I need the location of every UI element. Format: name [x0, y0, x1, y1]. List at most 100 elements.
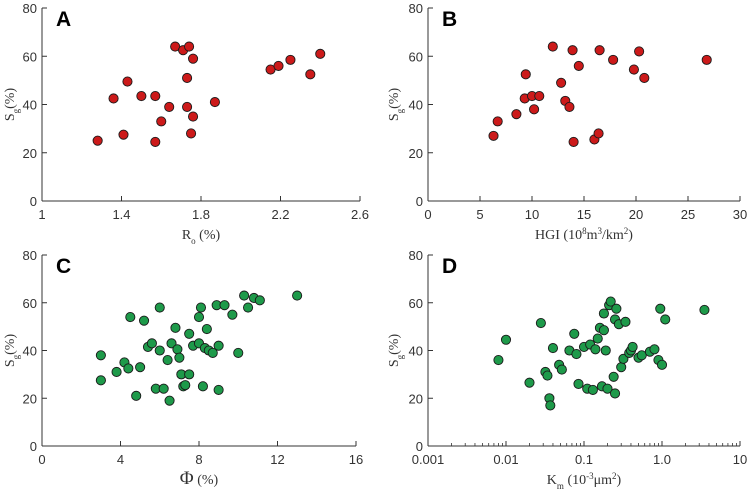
data-point — [95, 350, 106, 361]
data-point — [545, 400, 556, 411]
x-tick-label: 30 — [733, 207, 747, 222]
data-point — [213, 340, 224, 351]
x-tick-label: 4 — [117, 452, 124, 467]
data-point — [292, 290, 303, 301]
y-tick-label: 80 — [409, 248, 423, 263]
data-point — [122, 76, 133, 87]
data-point — [649, 344, 660, 355]
data-point — [239, 290, 250, 301]
data-point — [569, 328, 580, 339]
data-point — [628, 64, 639, 75]
data-point — [493, 354, 504, 366]
data-point — [534, 91, 545, 102]
x-axis-title: Km (10-3μm2) — [547, 471, 622, 491]
data-point — [616, 362, 627, 373]
data-point — [180, 380, 191, 391]
data-point — [598, 308, 609, 319]
x-tick-label: 0.1 — [575, 452, 593, 467]
x-tick-label: 1.8 — [192, 207, 210, 222]
data-point — [201, 323, 212, 335]
data-point — [567, 45, 578, 56]
data-point — [492, 116, 503, 127]
x-tick-label: 0 — [38, 452, 45, 467]
data-point — [197, 381, 208, 392]
data-point — [273, 60, 284, 71]
y-tick-label: 60 — [23, 49, 37, 64]
data-point — [207, 347, 218, 358]
y-tick-label: 60 — [409, 49, 423, 64]
y-tick-label: 20 — [23, 146, 37, 161]
data-point — [95, 375, 106, 386]
x-tick-label: 10 — [733, 452, 747, 467]
data-point — [166, 338, 177, 349]
data-point — [701, 54, 712, 65]
y-tick-label: 80 — [23, 1, 37, 16]
data-point — [605, 296, 616, 307]
data-point — [556, 364, 567, 375]
data-point — [609, 388, 621, 399]
data-point — [524, 377, 535, 388]
data-point — [135, 362, 146, 373]
data-point — [138, 315, 150, 326]
y-axis-title: Sg(%) — [387, 88, 405, 122]
x-axis-title: HGI (108m3/km2) — [535, 226, 633, 243]
data-point — [598, 325, 609, 336]
data-point — [193, 312, 205, 323]
data-point — [123, 363, 134, 374]
data-point — [184, 328, 195, 339]
x-tick-label: 0 — [424, 207, 431, 222]
x-axis-title: Ro (%) — [182, 228, 221, 246]
x-tick-label: 0.001 — [412, 452, 445, 467]
data-point — [627, 341, 638, 352]
data-point — [184, 41, 195, 52]
panel-letter: C — [56, 255, 71, 278]
data-point — [174, 352, 185, 363]
data-point — [568, 136, 579, 147]
data-point — [209, 97, 220, 108]
panel-letter: B — [442, 8, 457, 31]
data-point — [195, 302, 207, 313]
data-point — [547, 343, 559, 354]
panel-letter: D — [442, 255, 457, 278]
data-point — [233, 347, 244, 358]
data-point — [150, 91, 161, 102]
x-axis-title: Φ (%) — [180, 468, 219, 489]
panel-a-ro-vs-sg: 0 20 40 60 80 1 1.4 1.8 2.2 2.6 A Sg(%) Ro (%) — [3, 1, 369, 246]
y-tick-label: 80 — [409, 1, 423, 16]
data-point — [511, 109, 522, 120]
data-point — [529, 104, 540, 115]
x-tick-label: 20 — [629, 207, 643, 222]
x-tick-label: 2.6 — [351, 207, 369, 222]
data-point — [660, 314, 671, 325]
data-point — [243, 302, 254, 313]
data-point — [590, 344, 601, 355]
data-point — [219, 300, 230, 311]
data-point — [108, 93, 119, 104]
y-tick-label: 40 — [23, 98, 37, 113]
x-tick-label: 0.01 — [493, 452, 518, 467]
y-tick-label: 0 — [30, 194, 37, 209]
data-point — [573, 60, 584, 71]
y-tick-label: 0 — [30, 439, 37, 454]
data-point — [150, 136, 161, 147]
data-point — [154, 302, 165, 313]
data-point — [620, 316, 631, 327]
data-point — [162, 354, 173, 366]
data-point — [125, 312, 136, 323]
data-point — [592, 333, 603, 344]
data-point — [602, 383, 613, 394]
data-point — [542, 370, 553, 381]
data-point — [136, 91, 147, 102]
data-point — [187, 111, 199, 122]
data-point — [118, 129, 129, 140]
data-point — [182, 101, 193, 112]
data-point — [608, 54, 619, 65]
x-tick-label: 1.0 — [653, 452, 671, 467]
data-point — [213, 384, 224, 395]
data-point — [182, 72, 193, 84]
data-point — [146, 338, 157, 349]
y-tick-label: 80 — [23, 248, 37, 263]
y-tick-label: 40 — [23, 344, 37, 359]
data-point — [556, 77, 567, 88]
data-point — [131, 390, 142, 401]
